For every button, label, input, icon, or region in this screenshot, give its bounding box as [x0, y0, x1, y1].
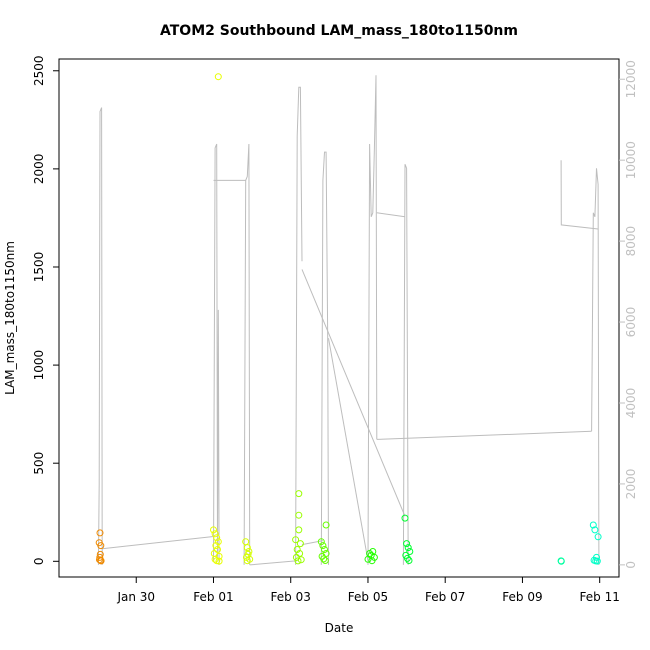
y-tick-label: 1000 — [32, 350, 46, 381]
data-point — [211, 555, 219, 563]
x-tick-label: Feb 01 — [193, 590, 233, 604]
data-point — [295, 511, 303, 519]
data-point — [292, 536, 300, 544]
data-point — [245, 548, 253, 555]
data-point — [403, 554, 411, 562]
data-point — [295, 526, 303, 534]
x-tick-label: Feb 03 — [271, 590, 311, 604]
data-point — [406, 548, 414, 555]
y2-tick-label: 4000 — [624, 388, 638, 419]
x-axis-label: Date — [325, 621, 354, 635]
x-tick-label: Feb 09 — [502, 590, 542, 604]
scatter-points — [95, 73, 602, 565]
data-point — [593, 557, 601, 565]
y-tick-label: 2500 — [32, 55, 46, 86]
y-tick-label: 1500 — [32, 252, 46, 283]
chart-title: ATOM2 Southbound LAM_mass_180to1150nm — [160, 23, 518, 39]
data-point — [295, 490, 303, 498]
secondary-line-segment — [560, 160, 599, 230]
secondary-line-segment — [102, 536, 214, 550]
secondary-line-segment — [376, 212, 406, 218]
data-point — [96, 556, 103, 564]
data-point — [322, 521, 330, 529]
data-point — [321, 557, 329, 564]
secondary-line-segment — [402, 164, 409, 565]
data-point — [404, 544, 412, 552]
data-point — [294, 557, 302, 565]
secondary-line-segment — [295, 86, 303, 565]
secondary-line-segment — [213, 143, 220, 565]
data-point — [243, 544, 251, 552]
secondary-line-segment — [243, 143, 251, 565]
x-tick-label: Feb 07 — [425, 590, 465, 604]
secondary-line-segment — [301, 540, 323, 546]
y2-tick-label: 2000 — [624, 469, 638, 500]
data-point — [557, 557, 565, 565]
secondary-line-segment — [328, 338, 369, 561]
data-point — [96, 529, 104, 537]
secondary-line-segment — [376, 430, 592, 440]
data-point — [589, 521, 597, 529]
y2-tick-label: 10000 — [624, 141, 638, 179]
y-tick-label: 500 — [32, 452, 46, 475]
data-point — [296, 540, 304, 548]
y-axis: 0 500 1000 1500 2000 2500 — [32, 55, 59, 565]
y-axis-label: LAM_mass_180to1150nm — [3, 241, 17, 395]
data-point — [213, 557, 221, 565]
data-point — [364, 555, 372, 563]
secondary-line-segment — [97, 107, 103, 565]
data-point — [212, 542, 220, 550]
data-point — [97, 557, 105, 565]
secondary-line-segment — [367, 75, 378, 565]
plot-frame — [58, 58, 620, 578]
secondary-line-segment — [301, 269, 406, 517]
data-point — [594, 533, 602, 541]
data-point — [96, 553, 104, 561]
data-point — [401, 514, 409, 522]
data-point — [321, 546, 328, 553]
x-tick-label: Feb 11 — [580, 590, 620, 604]
secondary-series — [97, 75, 600, 566]
data-point — [319, 542, 327, 550]
y2-axis: 0 2000 4000 6000 8000 10000 12000 — [619, 60, 638, 569]
y2-tick-label: 8000 — [624, 226, 638, 257]
data-point — [242, 538, 250, 546]
secondary-line-segment — [591, 168, 600, 565]
data-point — [210, 526, 217, 534]
data-point — [591, 526, 599, 534]
y-tick-label: 2000 — [32, 154, 46, 185]
data-point — [243, 557, 251, 565]
data-point — [211, 530, 219, 538]
data-point — [215, 557, 223, 565]
secondary-line-segment — [320, 151, 329, 565]
data-point — [97, 542, 105, 550]
y2-tick-label: 6000 — [624, 307, 638, 338]
x-tick-label: Jan 30 — [116, 590, 155, 604]
data-point — [297, 556, 305, 564]
secondary-line-segment — [249, 560, 298, 566]
x-tick-label: Feb 05 — [348, 590, 388, 604]
y-tick-label: 0 — [32, 557, 46, 565]
data-point — [317, 538, 325, 546]
data-point — [403, 540, 411, 548]
data-point — [320, 555, 328, 563]
data-point — [405, 557, 413, 564]
y2-tick-label: 12000 — [624, 60, 638, 98]
data-point — [368, 557, 376, 565]
data-point — [214, 73, 222, 81]
x-axis: Jan 30 Feb 01 Feb 03 Feb 05 Feb 07 Feb 09 Feb … — [116, 577, 620, 604]
data-point — [213, 534, 221, 542]
y2-tick-label: 0 — [624, 561, 638, 569]
